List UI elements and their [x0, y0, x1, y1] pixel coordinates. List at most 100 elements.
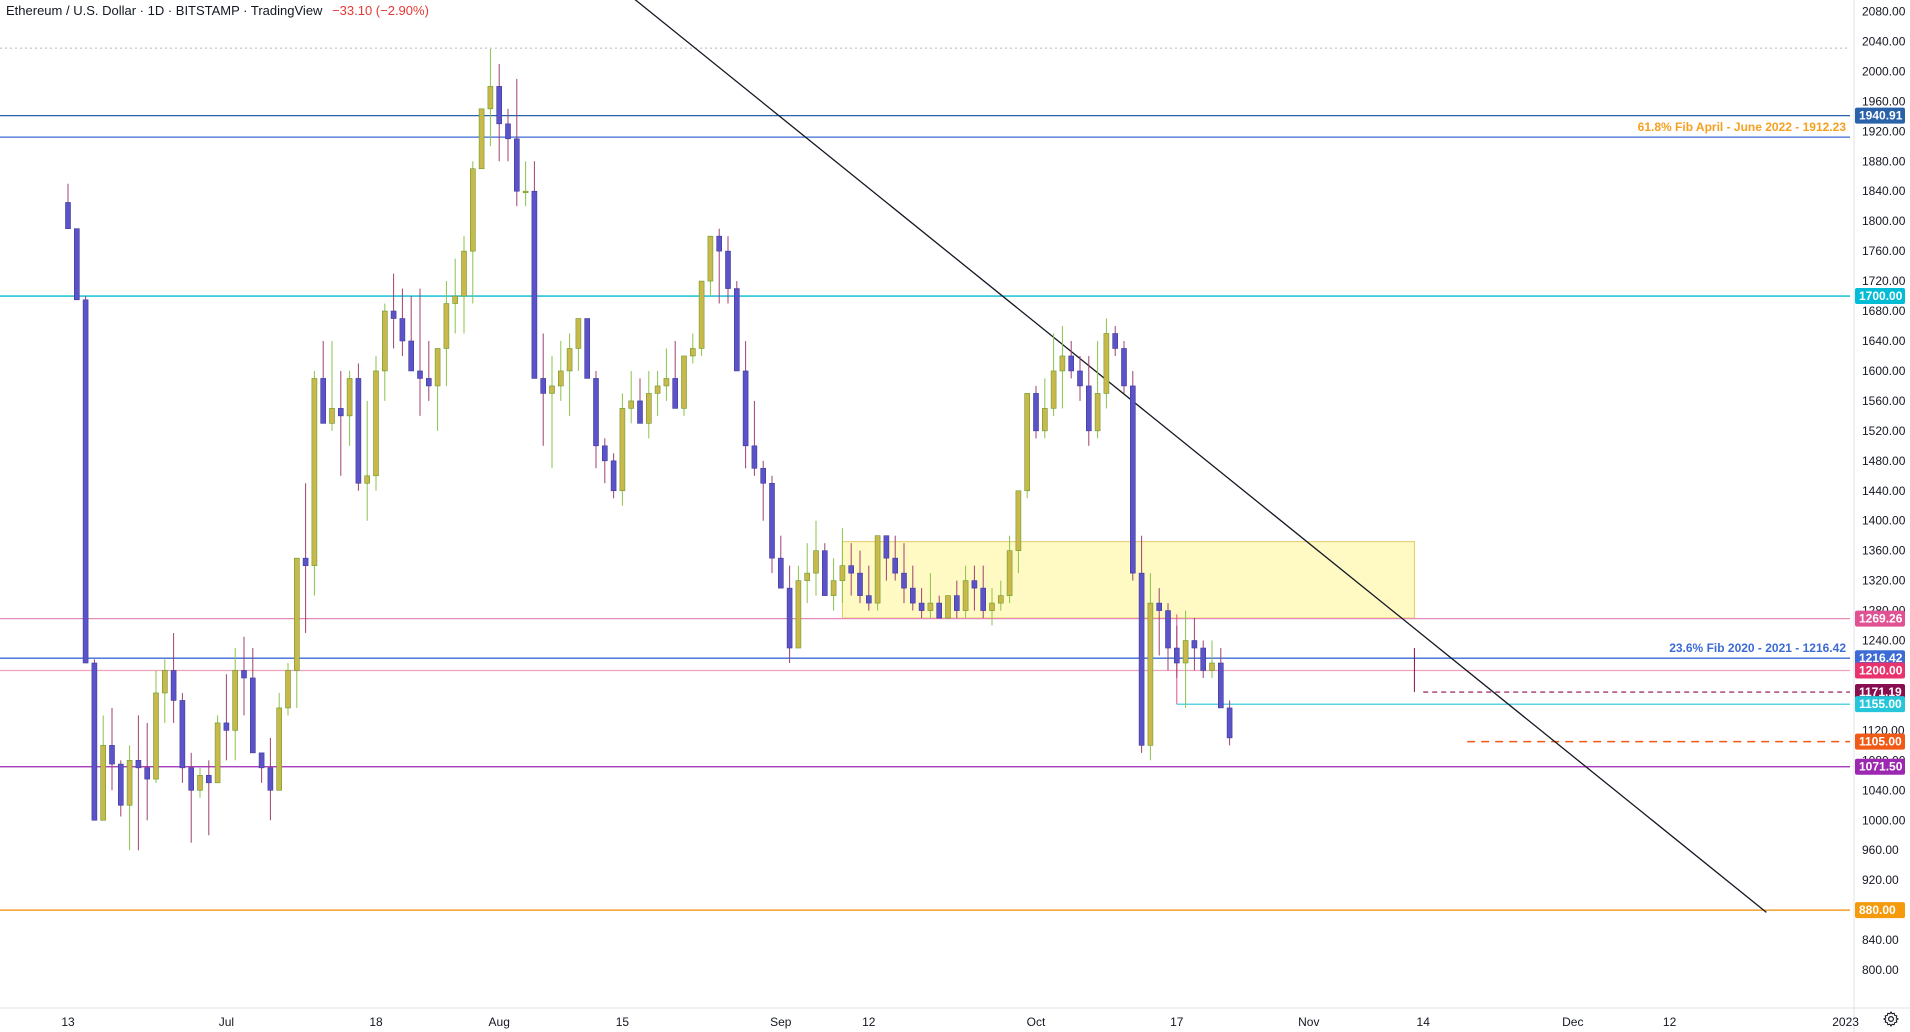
candle-body: [566, 348, 573, 372]
y-tick-label: 920.00: [1862, 873, 1899, 887]
price-tag-label: 1105.00: [1859, 735, 1902, 749]
candle-body: [293, 557, 300, 671]
candle-body: [469, 168, 476, 252]
candle-body: [593, 378, 599, 447]
price-tag: [1855, 733, 1905, 750]
candle-body: [1121, 348, 1127, 387]
candle-body: [65, 202, 71, 229]
candle-body: [971, 580, 978, 589]
candle-body: [733, 288, 740, 372]
price-tag: [1855, 758, 1905, 775]
candle-body: [839, 565, 846, 581]
x-tick-label: 2023: [1832, 1015, 1859, 1029]
candle-body: [1094, 393, 1101, 432]
candle-body: [874, 535, 881, 604]
symbol-title: Ethereum / U.S. Dollar · 1D · BITSTAMP ·…: [6, 3, 323, 18]
candle-body: [74, 228, 80, 301]
candle-body: [610, 460, 617, 492]
candle-body: [1200, 647, 1206, 671]
candle-body: [689, 348, 696, 357]
fib-annotation: 61.8% Fib April - June 2022 - 1912.23: [1638, 120, 1847, 134]
candle-body: [276, 707, 283, 791]
candle-body: [760, 467, 767, 484]
y-tick-label: 1600.00: [1862, 364, 1906, 378]
price-tag: [1855, 288, 1905, 305]
candle-body: [153, 692, 159, 780]
candle-body: [1033, 393, 1039, 432]
candle-body: [1165, 610, 1171, 649]
candle-body: [672, 378, 679, 409]
price-tag-label: 1700.00: [1859, 289, 1903, 303]
y-tick-label: 1040.00: [1862, 783, 1906, 797]
candle-body: [584, 318, 591, 379]
y-tick-label: 960.00: [1862, 843, 1899, 857]
candle-body: [522, 190, 529, 194]
candle-body: [505, 123, 511, 140]
candle-body: [804, 572, 811, 581]
candle-body: [478, 108, 485, 170]
candle-body: [918, 602, 925, 611]
candle-body: [1226, 707, 1233, 739]
candle-body: [707, 235, 714, 282]
candle-body: [795, 580, 802, 649]
y-tick-label: 1720.00: [1862, 274, 1906, 288]
gear-icon[interactable]: [1882, 1010, 1900, 1028]
candle-body: [250, 677, 256, 754]
y-tick-label: 1320.00: [1862, 574, 1906, 588]
candle-body: [1042, 408, 1048, 432]
x-tick-label: 17: [1170, 1015, 1184, 1029]
y-tick-label: 2040.00: [1862, 34, 1906, 48]
candle-body: [628, 400, 635, 409]
price-tag: [1855, 696, 1905, 713]
price-tag: [1855, 650, 1905, 667]
candle-body: [637, 400, 643, 424]
candle-body: [654, 385, 661, 394]
candle-body: [267, 767, 274, 791]
candle-body: [1103, 333, 1110, 394]
y-tick-label: 1520.00: [1862, 424, 1906, 438]
candle-body: [337, 408, 344, 417]
price-tag-label: 1216.42: [1859, 651, 1903, 665]
price-tag-label: 1171.19: [1859, 685, 1902, 699]
candle-body: [126, 760, 133, 806]
candle-body: [232, 670, 238, 731]
y-tick-label: 1400.00: [1862, 514, 1906, 528]
candle-body: [909, 587, 916, 604]
candle-body: [417, 370, 423, 379]
candle-body: [813, 550, 819, 574]
candle-body: [311, 378, 318, 566]
candle-body: [91, 662, 98, 821]
candle-body: [390, 310, 397, 319]
candle-body: [408, 340, 415, 372]
fib-annotation: 23.6% Fib 2020 - 2021 - 1216.42: [1669, 641, 1846, 655]
x-tick-label: 18: [369, 1015, 383, 1029]
candle-body: [118, 763, 124, 806]
candle-body: [399, 318, 406, 342]
candle-body: [936, 602, 943, 619]
y-tick-label: 1440.00: [1862, 484, 1906, 498]
candle-body: [980, 587, 987, 611]
candle-body: [320, 378, 327, 424]
y-tick-label: 840.00: [1862, 933, 1899, 947]
price-tag-label: 1155.00: [1859, 697, 1902, 711]
y-tick-label: 800.00: [1862, 963, 1899, 977]
candle-body: [346, 378, 353, 417]
price-tag-label: 1071.50: [1859, 760, 1903, 774]
candle-body: [1209, 662, 1215, 671]
candle-body: [540, 378, 547, 394]
candle-body: [1218, 662, 1224, 709]
y-tick-label: 2000.00: [1862, 64, 1906, 78]
candle-body: [1191, 640, 1198, 649]
candle-body: [1015, 490, 1022, 551]
candle-body: [962, 580, 969, 611]
x-tick-label: Sep: [770, 1015, 792, 1029]
price-tag: [1855, 902, 1905, 919]
candle-body: [777, 557, 784, 589]
y-tick-label: 2080.00: [1862, 4, 1906, 18]
x-tick-label: 13: [61, 1015, 75, 1029]
candle-body: [1182, 640, 1189, 664]
candle-body: [1077, 370, 1083, 387]
candle-body: [100, 745, 106, 821]
candle-body: [364, 475, 371, 484]
